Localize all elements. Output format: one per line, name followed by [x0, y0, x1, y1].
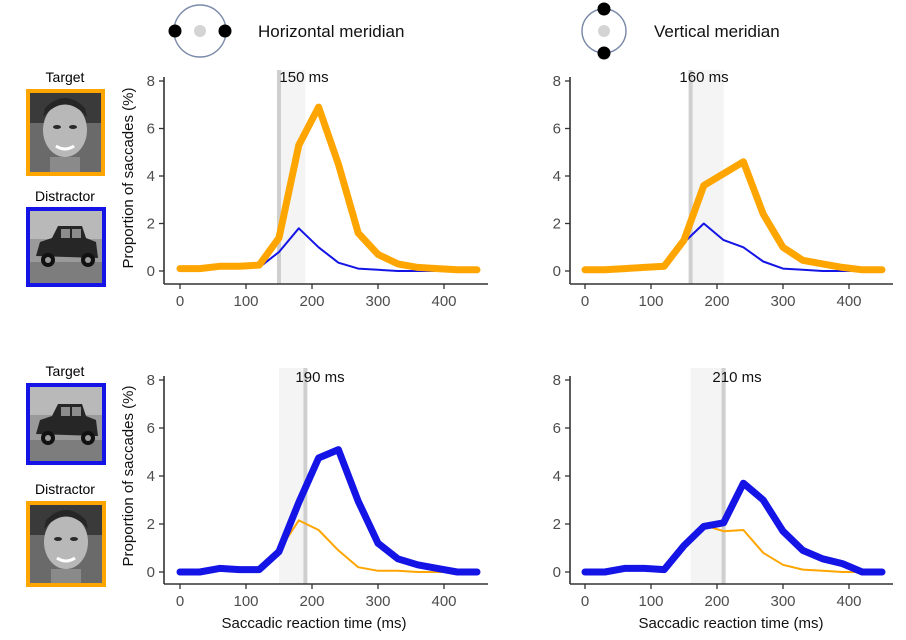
target-series-line	[176, 446, 481, 576]
row1-y-axis-label: Proportion of saccades (%)	[120, 88, 137, 269]
row1-distractor-label: Distractor	[35, 188, 95, 204]
x-tick-label: 200	[704, 593, 729, 610]
y-tick-label: 6	[553, 420, 561, 437]
y-tick-label: 6	[147, 420, 155, 437]
y-tick-label: 4	[553, 468, 561, 485]
y-tick-label: 4	[147, 168, 155, 185]
x-tick-label: 0	[176, 593, 184, 610]
y-tick-label: 2	[553, 216, 561, 233]
onset-latency-label: 190 ms	[295, 369, 344, 386]
y-tick-label: 8	[147, 73, 155, 90]
x-tick-label: 300	[770, 293, 795, 310]
x-tick-label: 400	[431, 593, 456, 610]
x-tick-label: 200	[299, 293, 324, 310]
panel-row1-horizontal: 0 2 4 6 8 0 100 200 300 400 150 ms	[147, 69, 488, 310]
row2-distractor-label: Distractor	[35, 481, 95, 497]
right-x-axis-label: Saccadic reaction time (ms)	[638, 615, 823, 632]
row1-target-image	[26, 89, 105, 176]
horizontal-meridian-icon	[168, 4, 232, 58]
x-tick-label: 100	[233, 593, 258, 610]
y-tick-label: 6	[147, 121, 155, 138]
onset-latency-label: 210 ms	[712, 369, 761, 386]
horizontal-meridian-header: Horizontal meridian	[258, 22, 404, 41]
y-tick-label: 2	[553, 516, 561, 533]
left-x-axis-label: Saccadic reaction time (ms)	[221, 615, 406, 632]
x-tick-label: 100	[638, 293, 663, 310]
y-tick-label: 6	[553, 121, 561, 138]
row2-y-axis-label: Proportion of saccades (%)	[120, 386, 137, 567]
y-tick-label: 4	[553, 168, 561, 185]
y-tick-label: 0	[147, 564, 155, 581]
x-tick-label: 400	[836, 593, 861, 610]
vertical-meridian-header: Vertical meridian	[654, 22, 780, 41]
x-tick-label: 100	[233, 293, 258, 310]
x-tick-label: 100	[638, 593, 663, 610]
y-tick-label: 2	[147, 216, 155, 233]
vertical-meridian-icon	[581, 2, 627, 60]
y-tick-label: 8	[553, 73, 561, 90]
x-tick-label: 0	[176, 293, 184, 310]
onset-latency-label: 160 ms	[679, 69, 728, 86]
x-tick-label: 300	[770, 593, 795, 610]
target-series-line	[581, 158, 886, 274]
y-tick-label: 8	[147, 372, 155, 389]
panel-row2-vertical: 0 2 4 6 8 0 100 200 300 400 210 ms	[553, 368, 893, 610]
x-tick-label: 0	[581, 293, 589, 310]
row2-target-image	[26, 383, 106, 465]
x-tick-label: 200	[704, 293, 729, 310]
onset-latency-label: 150 ms	[279, 69, 328, 86]
y-tick-label: 0	[553, 263, 561, 280]
row2-target-label: Target	[46, 363, 85, 379]
onset-window-shade	[279, 368, 306, 584]
target-series-line	[176, 103, 481, 274]
onset-window-shade	[690, 368, 724, 584]
target-series-line	[581, 479, 886, 576]
row2-distractor-image	[26, 501, 106, 587]
row1-distractor-image	[26, 207, 106, 287]
y-tick-label: 0	[553, 564, 561, 581]
row1-target-label: Target	[46, 69, 85, 85]
x-tick-label: 0	[581, 593, 589, 610]
x-tick-label: 400	[431, 293, 456, 310]
x-tick-label: 300	[365, 593, 390, 610]
y-tick-label: 0	[147, 263, 155, 280]
y-tick-label: 2	[147, 516, 155, 533]
x-tick-label: 400	[836, 293, 861, 310]
x-tick-label: 200	[299, 593, 324, 610]
panel-row1-vertical: 0 2 4 6 8 0 100 200 300 400 160 ms	[553, 69, 893, 310]
y-tick-label: 4	[147, 468, 155, 485]
panel-row2-horizontal: 0 2 4 6 8 0 100 200 300 400 190 ms	[147, 368, 488, 610]
y-tick-label: 8	[553, 372, 561, 389]
x-tick-label: 300	[365, 293, 390, 310]
